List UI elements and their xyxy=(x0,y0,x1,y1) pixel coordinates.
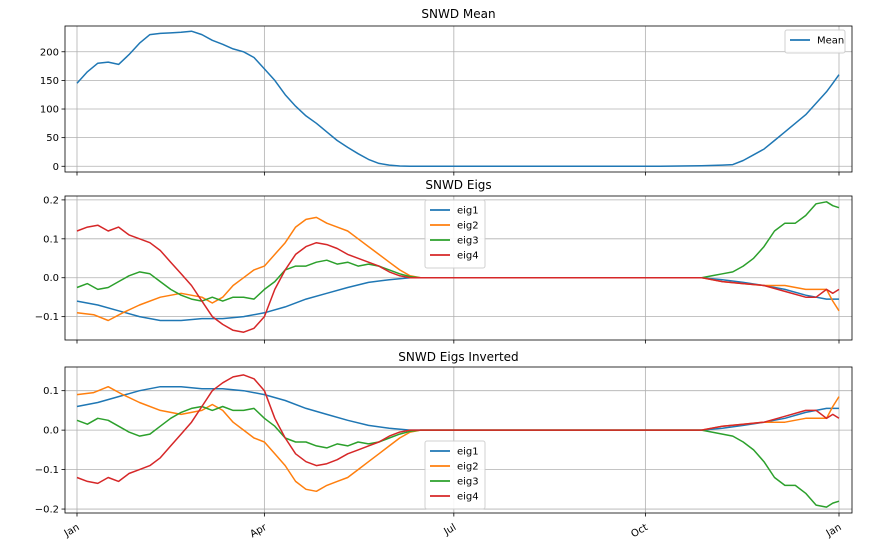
y-tick-label: −0.1 xyxy=(35,312,59,323)
plot-frame xyxy=(64,25,853,173)
panel-title: SNWD Mean xyxy=(421,7,495,21)
legend-label-eig1: eig1 xyxy=(457,206,479,217)
legend-box xyxy=(424,199,486,269)
legend: Mean xyxy=(784,29,846,54)
series-line-eig3 xyxy=(76,201,840,302)
series-line-Mean xyxy=(76,30,840,168)
legend: eig1 eig2 eig3 eig4 xyxy=(424,440,486,510)
y-tick-label: −0.1 xyxy=(35,465,59,476)
panel-title: SNWD Eigs Inverted xyxy=(398,350,518,364)
legend-label-eig2: eig2 xyxy=(457,221,479,232)
y-tick-label: 0 xyxy=(53,162,59,173)
x-tick-label: Apr xyxy=(248,522,269,541)
y-tick-label: 0.2 xyxy=(43,195,59,206)
x-tick-label: Jan xyxy=(62,522,82,540)
series-line-eig4 xyxy=(76,224,840,333)
y-tick-label: 150 xyxy=(40,76,59,87)
legend-label-eig3: eig3 xyxy=(457,477,479,488)
y-tick-label: 50 xyxy=(46,133,59,144)
panel-title: SNWD Eigs xyxy=(425,178,491,192)
legend-box xyxy=(424,440,486,510)
legend-label-eig2: eig2 xyxy=(457,462,479,473)
panel-2: −0.1 0.0 0.1 0.2 SNWD Eigs eig1 eig2 eig3 eig4 xyxy=(35,178,853,344)
y-tick-label: 100 xyxy=(40,105,59,116)
y-tick-label: 0.0 xyxy=(43,273,59,284)
legend-label-eig3: eig3 xyxy=(457,236,479,247)
y-tick-label: 0.0 xyxy=(43,426,59,437)
legend-label-eig1: eig1 xyxy=(457,447,479,458)
legend-label-eig4: eig4 xyxy=(457,251,479,262)
legend-box xyxy=(784,29,846,54)
legend: eig1 eig2 eig3 eig4 xyxy=(424,199,486,269)
series-line-eig3 xyxy=(76,405,840,508)
x-tick-label: Oct xyxy=(629,522,650,540)
plot-frame xyxy=(64,195,853,341)
x-tick-label: Jul xyxy=(442,522,459,538)
y-tick-label: −0.2 xyxy=(35,505,59,516)
y-tick-label: 200 xyxy=(40,47,59,58)
legend-label-eig4: eig4 xyxy=(457,492,479,503)
legend-label-Mean: Mean xyxy=(817,36,844,47)
x-tick-label: Jan xyxy=(824,522,844,540)
y-tick-label: 0.1 xyxy=(43,234,59,245)
plot-frame xyxy=(64,366,853,514)
panel-3: −0.2 −0.1 0.0 0.1 Jan Apr Jul Oct Jan SNWD Eigs I… xyxy=(35,350,853,541)
series-line-eig4 xyxy=(76,374,840,485)
panel-1: 0 50 100 150 200 SNWD Mean Mean xyxy=(40,7,853,176)
y-tick-label: 0.1 xyxy=(43,386,59,397)
